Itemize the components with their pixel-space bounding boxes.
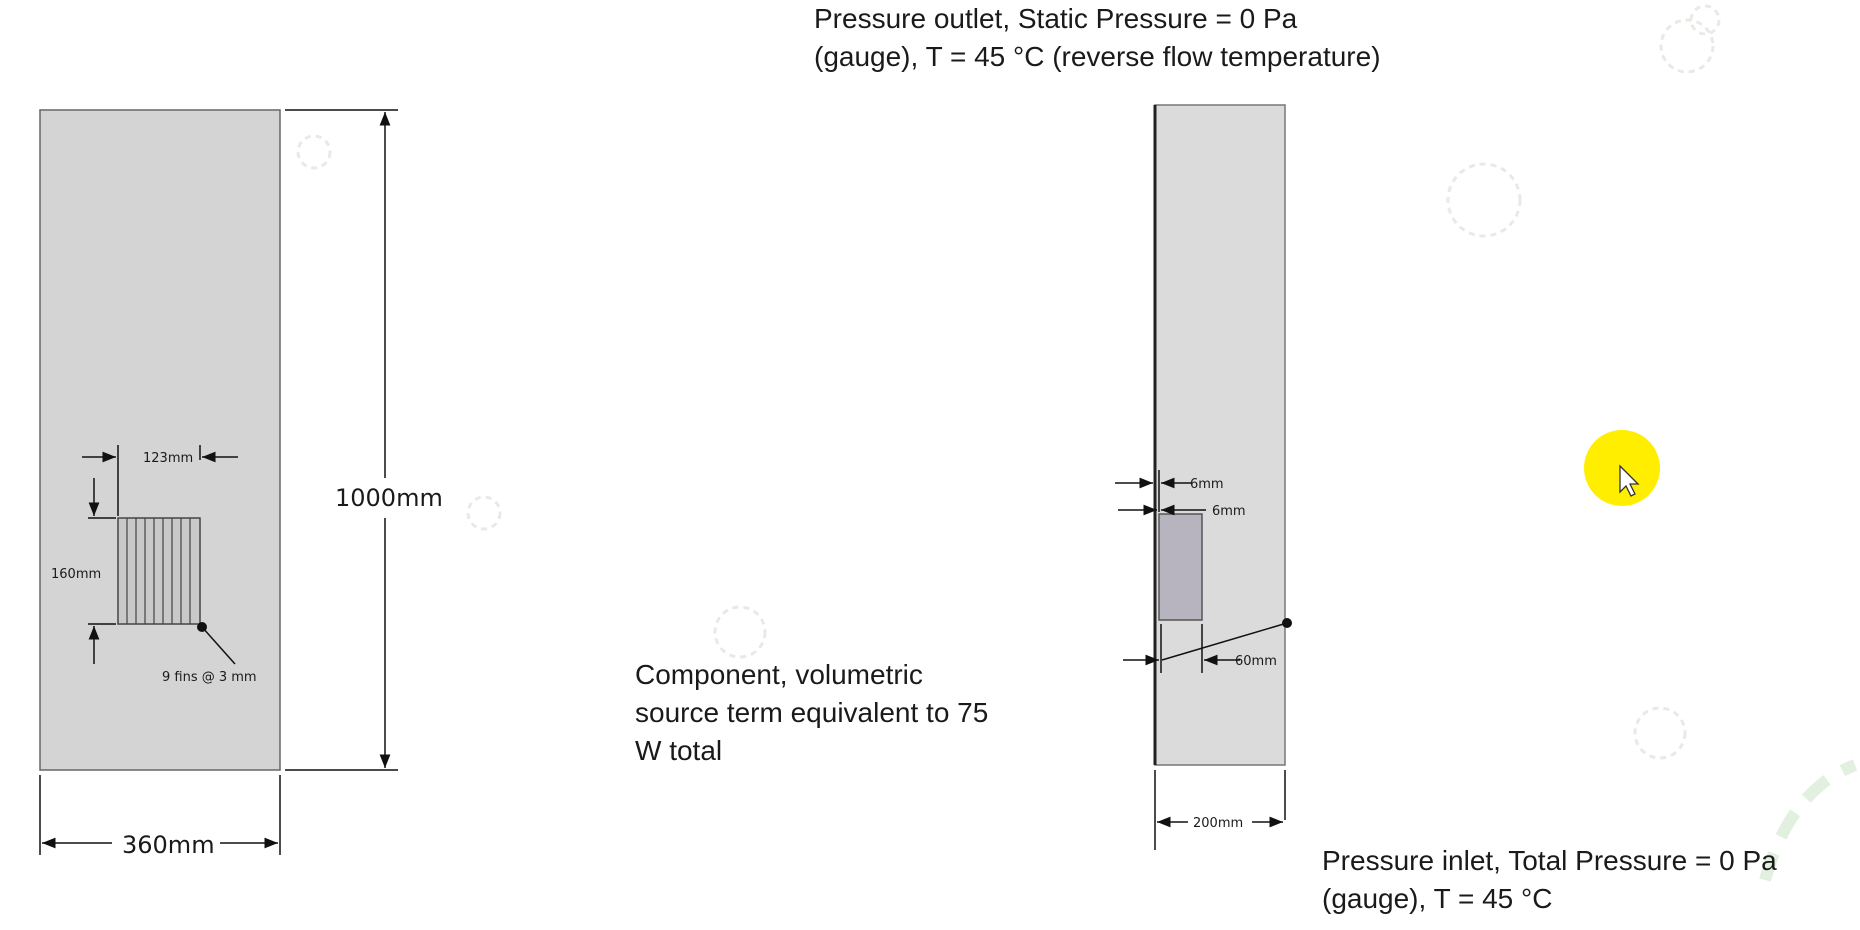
component-note: Component, volumetric source term equiva…: [635, 659, 989, 766]
gap-top-label: 6mm: [1190, 477, 1224, 492]
side-width-dimension: [1154, 770, 1286, 850]
front-fins: [126, 518, 191, 624]
front-view: 1000mm 360mm 123mm 160mm: [39, 109, 443, 859]
front-domain: [39, 109, 281, 771]
deco-circle: [466, 495, 502, 531]
fins-label: 9 fins @ 3 mm: [162, 670, 257, 685]
deco-circle: [1446, 162, 1522, 238]
cursor-highlight: [1584, 430, 1660, 506]
side-component: [1158, 513, 1203, 621]
component-width-label: 123mm: [143, 451, 193, 466]
fins-leader: [197, 622, 236, 665]
mouse-pointer-icon: [1619, 464, 1640, 497]
deco-circle: [1659, 18, 1715, 74]
deco-circle: [1689, 4, 1721, 36]
component-width-dimension: [82, 445, 238, 516]
component-height-dimension: [88, 478, 116, 664]
deco-circle: [296, 134, 332, 170]
gap-side-label: 6mm: [1212, 504, 1246, 519]
component-leader: [1161, 618, 1292, 661]
front-component: [117, 517, 201, 625]
component-height-label: 160mm: [51, 567, 101, 582]
outlet-note: Pressure outlet, Static Pressure = 0 Pa …: [814, 3, 1381, 72]
deco-circle: [713, 605, 767, 659]
inlet-note: Pressure inlet, Total Pressure = 0 Pa (g…: [1322, 845, 1777, 914]
deco-arc: [1759, 759, 1858, 882]
side-view: 6mm 6mm 60mm 200mm: [1115, 104, 1292, 850]
decorative-circles: [296, 4, 1858, 882]
width-label: 360mm: [122, 831, 215, 859]
component-depth-label: 60mm: [1235, 654, 1277, 669]
height-label: 1000mm: [335, 484, 443, 512]
gap-top-dimension: [1115, 470, 1192, 512]
side-width-label: 200mm: [1193, 816, 1243, 831]
width-dimension: [39, 775, 281, 855]
deco-circle: [1633, 706, 1687, 760]
height-dimension: [285, 109, 398, 771]
